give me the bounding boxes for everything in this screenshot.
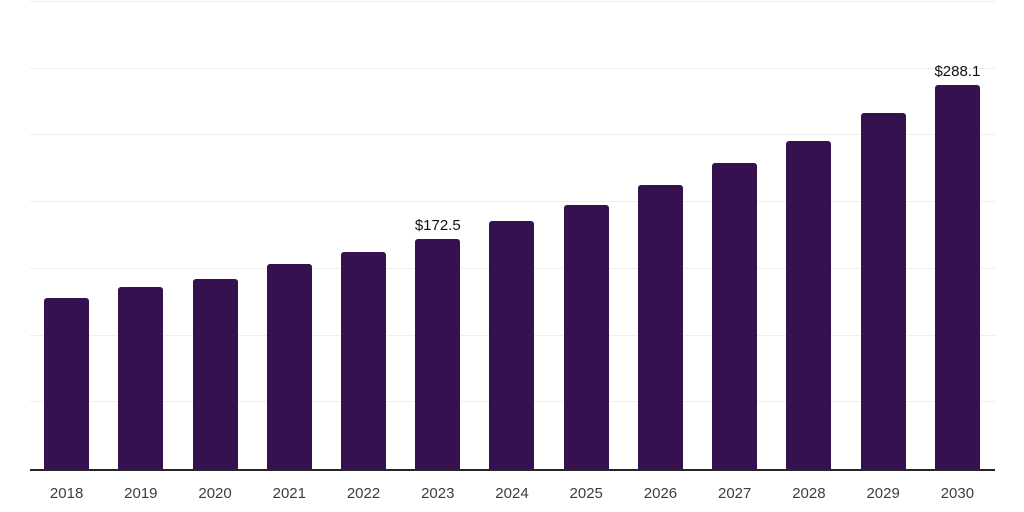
bar-2028[interactable]	[786, 140, 832, 469]
x-axis-label-2026: 2026	[643, 485, 678, 502]
x-axis-label-2027: 2027	[717, 485, 752, 502]
x-axis-label-2023: 2023	[421, 485, 455, 502]
bar-group-2028	[772, 2, 846, 469]
x-axis-label-2018: 2018	[49, 485, 84, 502]
gridline	[29, 134, 995, 136]
plot-area: $172.5 $288.1	[29, 1, 995, 471]
bar-group-2019	[104, 2, 178, 469]
x-axis-label-2025: 2025	[569, 485, 603, 502]
x-axis-label-2029: 2029	[866, 485, 900, 502]
bar-2018[interactable]	[44, 298, 90, 469]
bar-group-2029	[846, 2, 920, 469]
bar-group-2018	[30, 2, 104, 469]
bar-2023[interactable]	[415, 238, 461, 469]
bar-value-label-2030: $288.1	[934, 62, 981, 80]
x-axis-line	[29, 469, 995, 471]
bar-group-2021	[252, 2, 326, 469]
bar-group-2023: $172.5	[401, 2, 475, 469]
x-axis-label-2019: 2019	[124, 485, 158, 502]
x-axis-label-2024: 2024	[495, 485, 529, 502]
bar-2029[interactable]	[860, 112, 906, 469]
bar-2026[interactable]	[637, 184, 683, 469]
bar-2019[interactable]	[118, 287, 164, 469]
bar-group-2026	[623, 2, 697, 469]
bar-2021[interactable]	[266, 264, 312, 469]
x-axis-label-2021: 2021	[272, 485, 306, 502]
bar-2022[interactable]	[341, 251, 387, 469]
x-axis-label-2028: 2028	[792, 485, 826, 502]
bar-group-2030: $288.1	[920, 2, 994, 469]
gridline	[29, 201, 995, 203]
bar-group-2024	[475, 2, 549, 469]
x-axis-label-2020: 2020	[198, 485, 232, 502]
bar-2027[interactable]	[712, 162, 758, 469]
x-axis-labels: 2018 2019 2020 2021 2022 2023 2024 2025 2026 2027…	[30, 485, 995, 505]
bar-2020[interactable]	[192, 279, 238, 469]
bar-group-2027	[698, 2, 772, 469]
bar-value-label-2023: $172.5	[414, 216, 461, 234]
bar-2025[interactable]	[563, 205, 609, 469]
bar-2024[interactable]	[489, 221, 535, 469]
bar-group-2020	[178, 2, 252, 469]
bar-group-2025	[549, 2, 623, 469]
x-axis-label-2022: 2022	[346, 485, 381, 502]
gridline	[29, 1, 995, 2]
gridline	[29, 67, 995, 69]
x-axis-label-2030: 2030	[940, 485, 975, 502]
bar-group-2022	[326, 2, 400, 469]
bar-2030[interactable]	[934, 84, 980, 469]
